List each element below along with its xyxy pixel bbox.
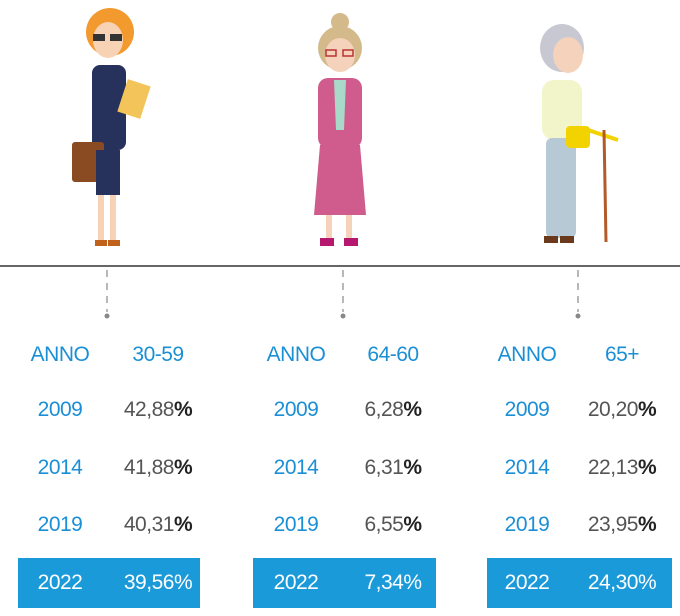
- year: 2014: [273, 456, 319, 479]
- value: 22,13: [587, 456, 639, 479]
- year: 2014: [37, 456, 83, 479]
- unit: %: [173, 571, 193, 594]
- year: 2019: [504, 513, 550, 536]
- unit: %: [173, 513, 193, 536]
- unit: %: [637, 571, 657, 594]
- year: 2019: [37, 513, 83, 536]
- percentage: 24,30%: [577, 571, 667, 595]
- value: 40,31: [123, 513, 175, 536]
- unit: %: [173, 456, 193, 479]
- value: 24,30: [587, 571, 639, 594]
- percentage: 7,34%: [348, 571, 438, 595]
- illustration: [0, 8, 680, 319]
- year: 2009: [273, 398, 319, 421]
- percentage: 23,95%: [577, 513, 667, 537]
- unit: %: [403, 513, 422, 536]
- unit: %: [403, 456, 422, 479]
- percentage: 6,28%: [348, 398, 438, 422]
- percentage: 6,31%: [348, 456, 438, 480]
- value: 6,31: [364, 456, 404, 479]
- column-header: 64-60: [367, 343, 419, 366]
- year: 2022: [504, 571, 550, 594]
- percentage: 39,56%: [113, 571, 203, 595]
- year: 2022: [37, 571, 83, 594]
- highlight-row: [487, 558, 672, 608]
- column-header: ANNO: [266, 343, 326, 366]
- year: 2022: [273, 571, 319, 594]
- dots: [104, 313, 581, 319]
- value: 6,55: [364, 513, 404, 536]
- column-header: ANNO: [30, 343, 90, 366]
- value: 41,88: [123, 456, 175, 479]
- unit: %: [403, 571, 422, 594]
- unit: %: [173, 398, 193, 421]
- percentage: 42,88%: [113, 398, 203, 422]
- year: 2009: [504, 398, 550, 421]
- value: 39,56: [123, 571, 175, 594]
- value: 42,88: [123, 398, 175, 421]
- value: 20,20: [587, 398, 639, 421]
- year: 2014: [504, 456, 550, 479]
- percentage: 22,13%: [577, 456, 667, 480]
- unit: %: [637, 398, 657, 421]
- column-header: 65+: [604, 343, 640, 366]
- figure-young-woman: [72, 8, 151, 246]
- year: 2009: [37, 398, 83, 421]
- column-header: ANNO: [497, 343, 557, 366]
- percentage: 20,20%: [577, 398, 667, 422]
- figure-elderly-woman: [540, 24, 619, 243]
- connectors: [106, 270, 579, 312]
- unit: %: [637, 513, 657, 536]
- highlight-row: [253, 558, 436, 608]
- figure-mature-woman: [314, 13, 366, 246]
- unit: %: [403, 398, 422, 421]
- value: 7,34: [364, 571, 404, 594]
- percentage: 41,88%: [113, 456, 203, 480]
- value: 23,95: [587, 513, 639, 536]
- percentage: 40,31%: [113, 513, 203, 537]
- year: 2019: [273, 513, 319, 536]
- percentage: 6,55%: [348, 513, 438, 537]
- highlight-row: [18, 558, 200, 608]
- value: 6,28: [364, 398, 404, 421]
- unit: %: [637, 456, 657, 479]
- column-header: 30-59: [132, 343, 184, 366]
